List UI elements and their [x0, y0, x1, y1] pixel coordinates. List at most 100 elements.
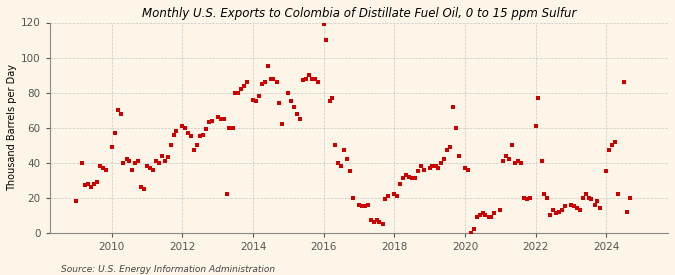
Point	[345, 169, 356, 174]
Point	[348, 195, 358, 200]
Point	[324, 99, 335, 103]
Point	[356, 204, 367, 208]
Point	[460, 166, 470, 170]
Point	[168, 132, 179, 137]
Point	[548, 208, 559, 212]
Point	[124, 159, 135, 163]
Point	[171, 129, 182, 133]
Point	[286, 99, 296, 103]
Point	[71, 199, 82, 203]
Point	[554, 209, 565, 214]
Point	[462, 167, 473, 172]
Point	[112, 108, 123, 112]
Point	[577, 195, 588, 200]
Point	[536, 159, 547, 163]
Point	[321, 38, 332, 42]
Point	[271, 80, 282, 84]
Point	[130, 160, 141, 165]
Point	[254, 94, 265, 98]
Point	[398, 176, 408, 180]
Point	[86, 185, 97, 189]
Point	[259, 80, 270, 84]
Point	[224, 125, 235, 130]
Point	[530, 123, 541, 128]
Point	[406, 176, 417, 180]
Point	[589, 202, 600, 207]
Point	[415, 164, 426, 168]
Point	[471, 214, 482, 219]
Point	[218, 117, 229, 121]
Point	[515, 160, 526, 165]
Point	[274, 101, 285, 105]
Point	[151, 159, 161, 163]
Point	[162, 155, 173, 160]
Point	[477, 211, 488, 216]
Point	[475, 213, 485, 217]
Point	[510, 160, 520, 165]
Point	[603, 148, 614, 152]
Point	[115, 111, 126, 116]
Point	[118, 160, 129, 165]
Point	[303, 73, 314, 77]
Point	[524, 195, 535, 200]
Point	[557, 208, 568, 212]
Point	[448, 104, 459, 109]
Point	[177, 123, 188, 128]
Point	[424, 166, 435, 170]
Point	[333, 160, 344, 165]
Point	[300, 76, 311, 81]
Point	[374, 220, 385, 224]
Point	[371, 218, 382, 222]
Point	[212, 115, 223, 119]
Point	[248, 97, 259, 102]
Point	[277, 122, 288, 126]
Point	[186, 134, 196, 139]
Point	[268, 76, 279, 81]
Y-axis label: Thousand Barrels per Day: Thousand Barrels per Day	[7, 64, 17, 191]
Point	[454, 153, 464, 158]
Point	[468, 227, 479, 231]
Point	[92, 180, 103, 184]
Point	[521, 197, 532, 202]
Point	[77, 160, 88, 165]
Point	[495, 208, 506, 212]
Point	[601, 169, 612, 174]
Point	[109, 131, 120, 135]
Point	[365, 218, 376, 222]
Point	[624, 195, 635, 200]
Point	[489, 211, 500, 216]
Point	[139, 186, 150, 191]
Point	[506, 143, 517, 147]
Text: Source: U.S. Energy Information Administration: Source: U.S. Energy Information Administ…	[61, 265, 275, 274]
Point	[192, 143, 202, 147]
Point	[198, 132, 209, 137]
Point	[289, 104, 300, 109]
Point	[533, 95, 544, 100]
Point	[127, 167, 138, 172]
Point	[159, 159, 170, 163]
Point	[136, 185, 146, 189]
Point	[200, 127, 211, 131]
Point	[504, 157, 514, 161]
Point	[400, 173, 411, 177]
Point	[512, 159, 523, 163]
Point	[298, 78, 308, 82]
Point	[383, 194, 394, 198]
Point	[207, 118, 217, 123]
Point	[483, 214, 494, 219]
Point	[539, 192, 550, 196]
Point	[188, 148, 199, 152]
Point	[239, 83, 250, 88]
Point	[82, 181, 93, 186]
Point	[330, 143, 341, 147]
Point	[250, 99, 261, 103]
Point	[265, 76, 276, 81]
Point	[380, 197, 391, 202]
Point	[518, 195, 529, 200]
Point	[309, 76, 320, 81]
Point	[318, 22, 329, 26]
Point	[88, 181, 99, 186]
Point	[97, 166, 108, 170]
Point	[466, 230, 477, 235]
Point	[95, 164, 105, 168]
